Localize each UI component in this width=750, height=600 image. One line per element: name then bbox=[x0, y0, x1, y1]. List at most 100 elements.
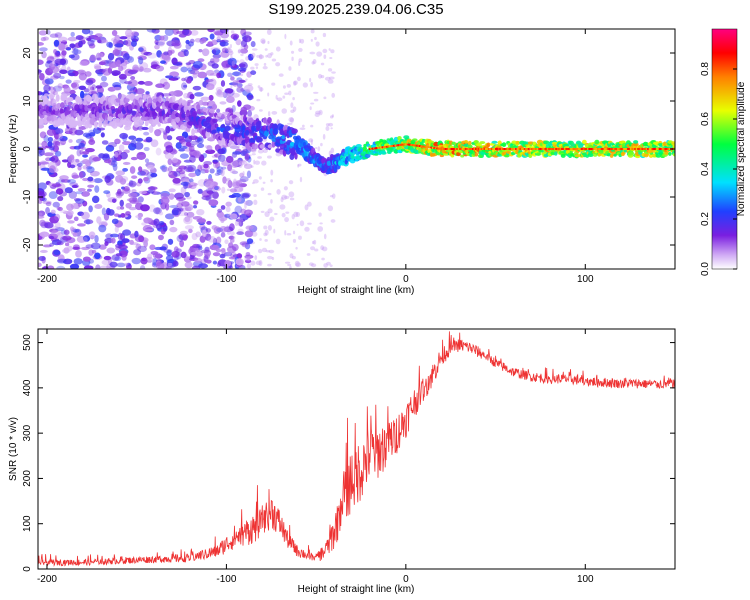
spectrogram-noise-blob bbox=[185, 39, 190, 45]
spectrogram-noise-blob bbox=[307, 222, 312, 225]
spectrogram-noise-blob bbox=[267, 192, 272, 196]
spectrogram-noise-blob bbox=[275, 238, 281, 245]
spectrogram-noise-blob bbox=[85, 244, 94, 249]
spectrogram-noise-blob bbox=[93, 178, 103, 184]
spectrogram-band-blob bbox=[273, 123, 278, 130]
spectrogram-noise-blob bbox=[194, 257, 202, 263]
spectrogram-noise-blob bbox=[86, 166, 95, 174]
spectrogram-noise-blob bbox=[220, 168, 225, 177]
spectrogram-noise-blob bbox=[90, 242, 101, 250]
spectrogram-noise-blob bbox=[140, 49, 147, 55]
spectrogram-band-blob bbox=[281, 135, 285, 140]
spectrogram-noise-blob bbox=[246, 170, 252, 179]
spectrogram-noise-blob bbox=[229, 188, 237, 193]
spectrogram-noise-blob bbox=[260, 187, 265, 191]
spectrogram-noise-blob bbox=[157, 38, 166, 47]
spectrogram-noise-blob bbox=[293, 80, 298, 86]
spectrogram-noise-blob bbox=[124, 262, 129, 266]
spectrogram-noise-blob bbox=[247, 53, 254, 61]
spectrogram-noise-blob bbox=[204, 169, 209, 174]
spectrogram-noise-blob bbox=[236, 82, 243, 88]
spectrogram-noise-blob bbox=[226, 250, 232, 256]
spectrogram-noise-blob bbox=[234, 205, 243, 214]
spectrogram-band-blob bbox=[38, 95, 41, 102]
spectrogram-noise-blob bbox=[144, 158, 150, 164]
spectrogram-noise-blob bbox=[123, 53, 130, 61]
spectrogram-noise-blob bbox=[145, 136, 153, 143]
spectrogram-noise-blob bbox=[65, 46, 72, 51]
spectrogram-noise-blob bbox=[328, 76, 335, 80]
spectrogram-noise-blob bbox=[251, 153, 256, 156]
spectrogram-noise-blob bbox=[221, 47, 229, 53]
spectrogram-noise-blob bbox=[57, 195, 64, 202]
spectrogram-noise-blob bbox=[165, 213, 175, 220]
spectrogram-noise-blob bbox=[290, 50, 295, 54]
spectrogram-band-blob bbox=[464, 139, 469, 144]
spectrogram-band-blob bbox=[350, 155, 355, 159]
spectrogram-noise-blob bbox=[244, 203, 247, 209]
spectrogram-noise-blob bbox=[143, 228, 154, 232]
spectrogram-noise-blob bbox=[244, 242, 251, 250]
spectrogram-noise-blob bbox=[271, 110, 278, 115]
spectrogram-noise-blob bbox=[231, 152, 238, 158]
spectrogram-noise-blob bbox=[282, 95, 286, 99]
spectrogram-noise-blob bbox=[262, 65, 268, 70]
spectrogram-noise-blob bbox=[49, 165, 56, 174]
spectrogram-noise-blob bbox=[313, 98, 319, 102]
spectrogram-noise-blob bbox=[190, 251, 198, 256]
spectrogram-noise-blob bbox=[205, 149, 216, 155]
spectrogram-band-blob bbox=[501, 142, 507, 148]
figure-title: S199.2025.239.04.06.C35 bbox=[268, 1, 443, 18]
spectrogram-noise-blob bbox=[80, 211, 90, 220]
spectrogram-band-blob bbox=[291, 128, 298, 134]
spectrogram-noise-blob bbox=[72, 232, 78, 237]
spectrogram-noise-blob bbox=[39, 47, 48, 52]
spectrogram-noise-blob bbox=[323, 233, 327, 240]
spectrogram-noise-blob bbox=[131, 31, 139, 37]
spectrogram-noise-blob bbox=[61, 159, 69, 163]
spectrogram-noise-blob bbox=[122, 229, 132, 236]
spectrogram-band-blob bbox=[475, 145, 482, 149]
spectrogram-band-blob bbox=[93, 121, 98, 126]
spectrogram-noise-blob bbox=[247, 94, 255, 100]
spectrogram-noise-blob bbox=[83, 265, 94, 269]
spectrogram-noise-blob bbox=[154, 44, 160, 50]
spectrogram-band-blob bbox=[613, 153, 617, 157]
spectrogram-band-blob bbox=[267, 144, 274, 149]
spectrogram-noise-blob bbox=[212, 260, 218, 265]
spectrogram-noise-blob bbox=[229, 223, 235, 232]
spectrogram-noise-blob bbox=[325, 126, 330, 132]
spectrogram-noise-blob bbox=[79, 60, 89, 66]
spectrogram-noise-blob bbox=[57, 132, 63, 140]
spectrogram-band-blob bbox=[135, 116, 141, 123]
spectrogram-noise-blob bbox=[254, 63, 259, 66]
spectrogram-noise-blob bbox=[270, 199, 273, 204]
spectrogram-noise-blob bbox=[114, 138, 121, 145]
spectrogram-noise-blob bbox=[54, 128, 64, 135]
spectrogram-noise-blob bbox=[219, 41, 229, 47]
spectrogram-noise-blob bbox=[180, 181, 190, 186]
spectrogram-noise-blob bbox=[239, 59, 245, 65]
spectrogram-noise-blob bbox=[263, 225, 268, 230]
spectrogram-noise-blob bbox=[73, 47, 79, 55]
spectrogram-noise-blob bbox=[314, 36, 317, 41]
spectrogram-band-blob bbox=[216, 126, 221, 132]
spectrogram-noise-blob bbox=[130, 40, 137, 47]
spectrogram-noise-blob bbox=[320, 142, 323, 147]
spectrogram-noise-blob bbox=[256, 54, 261, 58]
spectrogram-y-tick-label: 0 bbox=[22, 146, 33, 152]
spectrogram-noise-blob bbox=[244, 36, 251, 43]
spectrogram-noise-blob bbox=[155, 223, 162, 230]
spectrogram-band-blob bbox=[503, 154, 510, 158]
spectrogram-noise-blob bbox=[181, 77, 186, 82]
spectrogram-noise-blob bbox=[246, 263, 252, 269]
spectrogram-noise-blob bbox=[227, 49, 233, 54]
spectrogram-noise-blob bbox=[44, 222, 54, 229]
spectrogram-noise-blob bbox=[299, 176, 303, 183]
snr-series-line bbox=[38, 331, 675, 567]
spectrogram-noise-blob bbox=[119, 151, 128, 160]
spectrogram-noise-blob bbox=[267, 263, 272, 267]
spectrogram-noise-blob bbox=[330, 49, 335, 54]
spectrogram-noise-blob bbox=[289, 253, 294, 259]
spectrogram-band-blob bbox=[252, 143, 259, 150]
